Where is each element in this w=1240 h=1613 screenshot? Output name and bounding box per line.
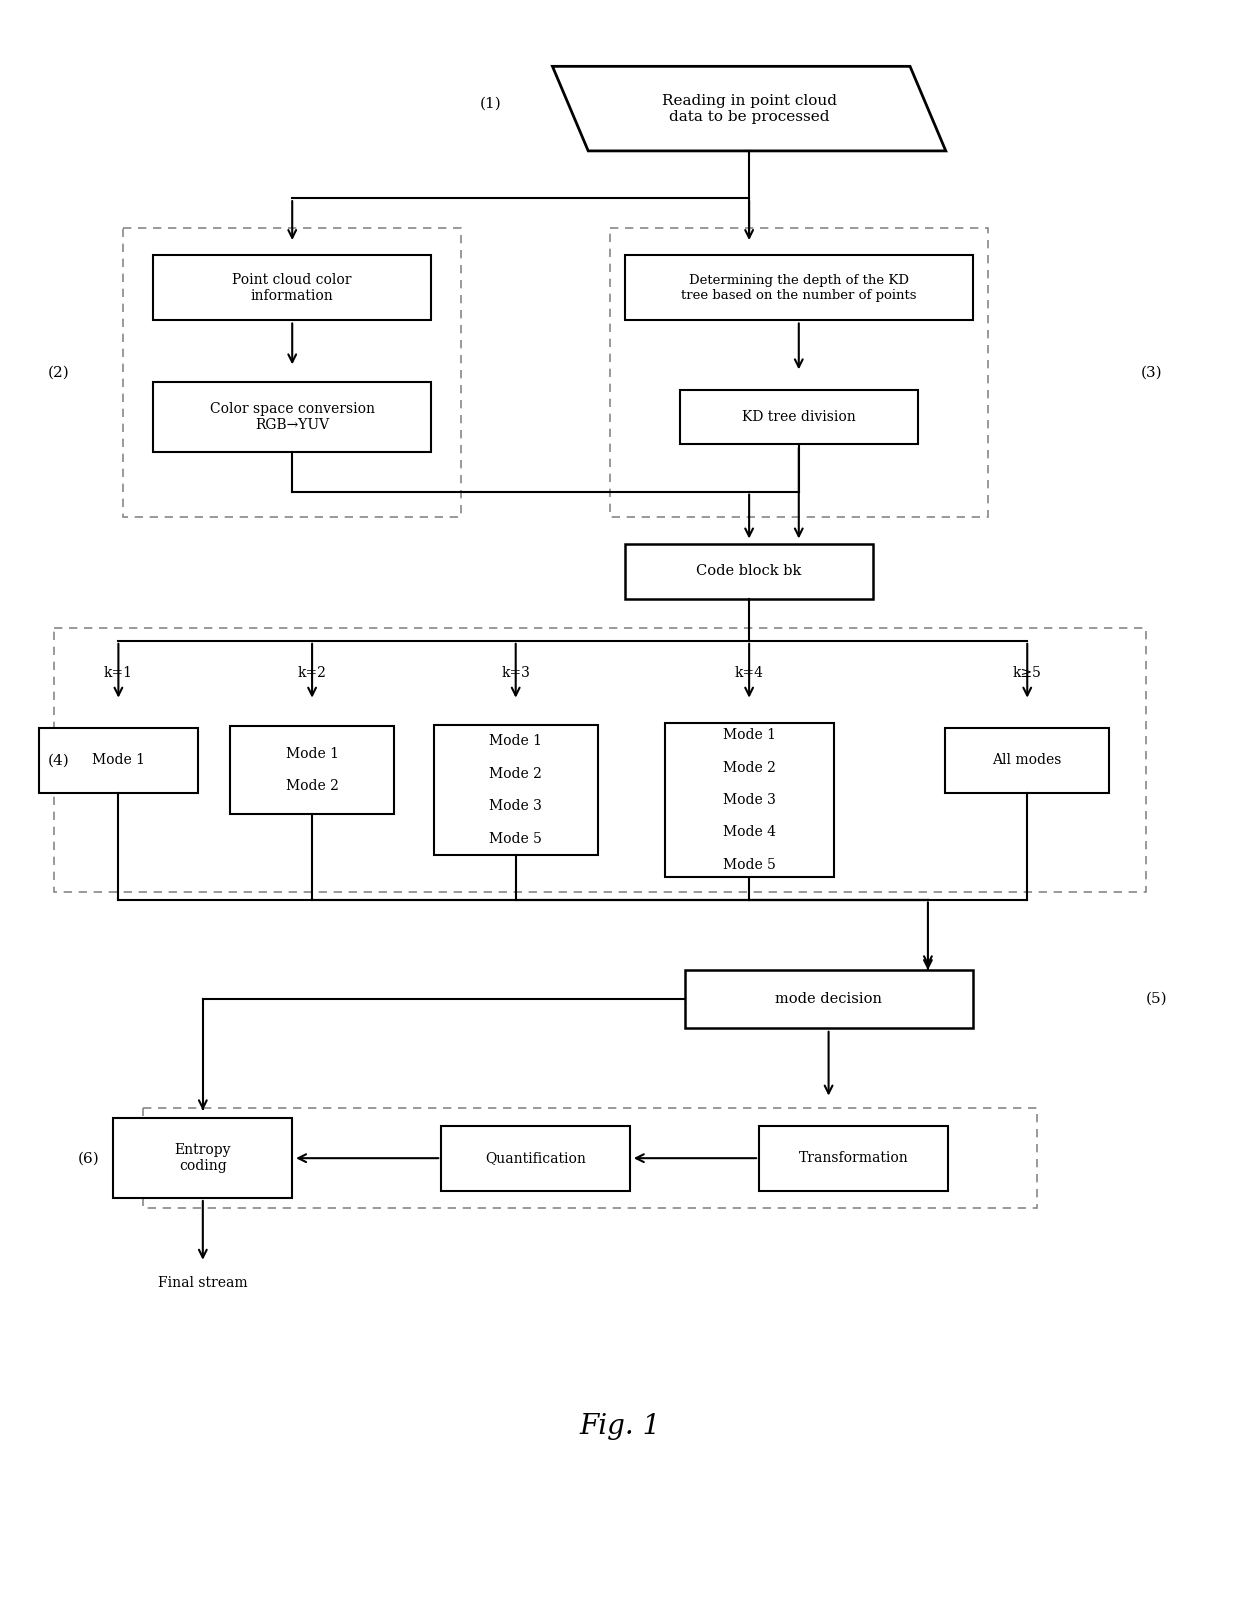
Text: Code block bk: Code block bk	[697, 565, 802, 577]
Text: (2): (2)	[48, 365, 69, 379]
Text: Determining the depth of the KD
tree based on the number of points: Determining the depth of the KD tree bas…	[681, 274, 916, 302]
Text: k≥5: k≥5	[1013, 666, 1042, 679]
FancyBboxPatch shape	[441, 1126, 630, 1190]
Text: (3): (3)	[1141, 365, 1162, 379]
Text: (5): (5)	[1146, 992, 1167, 1007]
Text: Quantification: Quantification	[485, 1152, 587, 1165]
Text: k=4: k=4	[734, 666, 764, 679]
Text: Mode 1

Mode 2

Mode 3

Mode 5: Mode 1 Mode 2 Mode 3 Mode 5	[490, 734, 542, 845]
FancyBboxPatch shape	[154, 255, 432, 319]
FancyBboxPatch shape	[680, 390, 918, 444]
FancyBboxPatch shape	[665, 723, 833, 877]
FancyBboxPatch shape	[113, 1118, 293, 1198]
FancyBboxPatch shape	[684, 969, 972, 1027]
Text: Point cloud color
information: Point cloud color information	[232, 273, 352, 303]
Text: Fig. 1: Fig. 1	[579, 1413, 661, 1440]
Text: (6): (6)	[78, 1152, 99, 1165]
Polygon shape	[553, 66, 946, 152]
FancyBboxPatch shape	[434, 726, 598, 855]
FancyBboxPatch shape	[154, 382, 432, 452]
Text: Entropy
coding: Entropy coding	[175, 1144, 231, 1173]
Text: Reading in point cloud
data to be processed: Reading in point cloud data to be proces…	[662, 94, 837, 124]
Text: (4): (4)	[48, 753, 69, 768]
Text: (1): (1)	[480, 97, 502, 111]
Text: All modes: All modes	[992, 753, 1061, 768]
Text: Color space conversion
RGB→YUV: Color space conversion RGB→YUV	[210, 402, 374, 432]
Text: k=1: k=1	[104, 666, 133, 679]
Text: Mode 1

Mode 2

Mode 3

Mode 4

Mode 5: Mode 1 Mode 2 Mode 3 Mode 4 Mode 5	[723, 727, 776, 873]
Text: mode decision: mode decision	[775, 992, 882, 1007]
FancyBboxPatch shape	[231, 726, 394, 815]
Text: Mode 1: Mode 1	[92, 753, 145, 768]
Text: k=3: k=3	[501, 666, 531, 679]
Text: k=2: k=2	[298, 666, 326, 679]
Text: Mode 1

Mode 2: Mode 1 Mode 2	[285, 747, 339, 794]
FancyBboxPatch shape	[625, 544, 873, 598]
FancyBboxPatch shape	[759, 1126, 947, 1190]
Text: Final stream: Final stream	[157, 1276, 248, 1289]
Text: Transformation: Transformation	[799, 1152, 908, 1165]
FancyBboxPatch shape	[38, 727, 198, 792]
FancyBboxPatch shape	[625, 255, 972, 319]
FancyBboxPatch shape	[945, 727, 1110, 792]
Text: KD tree division: KD tree division	[742, 410, 856, 424]
